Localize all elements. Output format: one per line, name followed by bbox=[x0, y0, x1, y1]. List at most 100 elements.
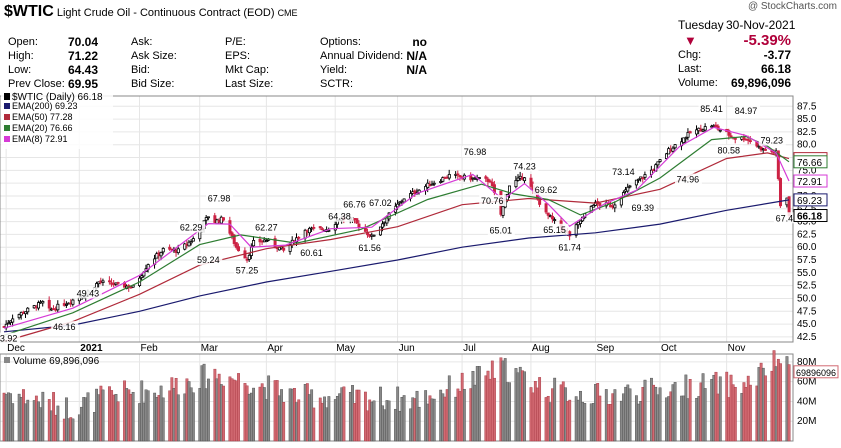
annotation-bg bbox=[462, 146, 489, 158]
candle-body bbox=[230, 232, 234, 237]
annotation-bg bbox=[532, 183, 560, 195]
price-panel-frame bbox=[0, 95, 794, 343]
quote-label: High: bbox=[8, 50, 34, 62]
price-tick-label: 52.5 bbox=[797, 281, 817, 292]
quote-day: Tuesday bbox=[678, 18, 724, 32]
candle-body bbox=[47, 299, 51, 309]
last-value-tag bbox=[793, 174, 828, 188]
candle-body bbox=[703, 126, 707, 131]
annotation-bg bbox=[206, 192, 234, 204]
candle-body bbox=[159, 252, 163, 257]
candle-body bbox=[228, 220, 232, 234]
volume-bar bbox=[146, 390, 150, 442]
quote-label: Annual Dividend: bbox=[320, 50, 404, 62]
legend-series-name: EMA(20) 76.66 bbox=[12, 123, 73, 133]
candle-body bbox=[501, 205, 505, 216]
candle-body bbox=[671, 147, 675, 152]
volume-bar bbox=[11, 403, 15, 442]
price-annotation: 46.16 bbox=[53, 322, 76, 332]
candle-body bbox=[578, 220, 582, 224]
last-value-tag bbox=[793, 193, 828, 207]
price-annotation: 67.98 bbox=[208, 193, 231, 203]
candle-body bbox=[11, 318, 15, 323]
price-annotation: 69.62 bbox=[535, 185, 558, 195]
quote-value: 64.43 bbox=[67, 63, 98, 77]
last-value-text: 76.66 bbox=[797, 158, 822, 169]
x-tick-label: Mar bbox=[201, 343, 219, 354]
candle-body bbox=[643, 174, 647, 178]
volume-bar bbox=[583, 403, 587, 442]
candle-body bbox=[591, 204, 595, 208]
volume-bar bbox=[462, 388, 466, 442]
price-annotation: 65.15 bbox=[543, 225, 566, 235]
volume-bar bbox=[176, 394, 180, 442]
candle-body bbox=[116, 282, 120, 284]
price-tick-label: 87.5 bbox=[797, 101, 817, 112]
candle-body bbox=[307, 227, 311, 234]
quote-value: 69.95 bbox=[67, 77, 98, 91]
candle-body bbox=[176, 248, 180, 254]
volume-bar bbox=[432, 398, 436, 442]
annotation-bg bbox=[51, 321, 79, 333]
price-annotation: 74.96 bbox=[677, 175, 700, 185]
ema-line-ema200 bbox=[3, 199, 790, 333]
x-tick-label: Dec bbox=[7, 343, 25, 354]
x-tick-label: May bbox=[336, 343, 355, 354]
candle-body bbox=[516, 177, 520, 181]
quote-label: Last Size: bbox=[225, 78, 274, 90]
price-annotation: 64.38 bbox=[328, 212, 351, 222]
candle-body bbox=[439, 181, 443, 183]
candle-body bbox=[763, 148, 767, 151]
candle-body bbox=[107, 280, 111, 283]
quote-value: 70.04 bbox=[67, 35, 98, 49]
candle-body bbox=[101, 280, 105, 283]
legend-swatch bbox=[4, 136, 10, 142]
candle-body bbox=[598, 202, 602, 206]
quote-label: EPS: bbox=[225, 50, 251, 62]
volume-bar bbox=[568, 399, 572, 442]
quote-value: N/A bbox=[406, 49, 427, 63]
annotation-bg bbox=[698, 102, 726, 114]
price-annotation: 59.24 bbox=[197, 255, 220, 265]
volume-last-text: 69896096 bbox=[796, 368, 836, 378]
candle-body bbox=[574, 224, 578, 236]
volume-bar bbox=[297, 399, 301, 442]
volume-bar bbox=[161, 397, 165, 442]
quote-label: Prev Close: bbox=[8, 78, 65, 90]
quote-value: N/A bbox=[406, 63, 427, 77]
candle-body bbox=[613, 204, 617, 209]
last-value-text: 69.23 bbox=[797, 196, 822, 207]
quote-label: SCTR: bbox=[320, 78, 353, 90]
volume-bar bbox=[688, 379, 692, 442]
exchange: CME bbox=[277, 8, 298, 18]
candle-body bbox=[398, 201, 402, 204]
price-tick-label: 82.5 bbox=[797, 127, 817, 138]
volume-y-axis: 20M 40M 60M 80M bbox=[797, 357, 816, 427]
price-annotation: 65.01 bbox=[490, 226, 513, 236]
quote-value: no bbox=[412, 35, 427, 49]
candle-body bbox=[191, 238, 195, 242]
candle-body bbox=[628, 185, 632, 188]
change-panel: Tuesday 30-Nov-2021 ▼ -5.39% Chg: -3.77 … bbox=[678, 18, 795, 90]
candle-body bbox=[626, 186, 630, 192]
price-annotation: 61.56 bbox=[358, 243, 381, 253]
volume-bar bbox=[538, 377, 542, 442]
volume-bar bbox=[417, 406, 421, 442]
annotation-bg bbox=[732, 105, 760, 117]
annotation-bg bbox=[356, 242, 384, 254]
price-tick-label: 60.0 bbox=[797, 242, 817, 253]
price-annotation: 73.14 bbox=[612, 167, 635, 177]
volume-bar bbox=[718, 376, 722, 442]
volume-bar bbox=[779, 363, 782, 442]
annotation-bg bbox=[610, 165, 638, 177]
volume-tick-label: 60M bbox=[797, 377, 816, 388]
candle-body bbox=[327, 229, 331, 232]
price-annotation: 62.27 bbox=[255, 223, 278, 233]
annotation-bg bbox=[0, 332, 21, 344]
candle-body bbox=[252, 240, 256, 247]
candle-body bbox=[355, 218, 359, 224]
volume-bar bbox=[222, 385, 225, 442]
